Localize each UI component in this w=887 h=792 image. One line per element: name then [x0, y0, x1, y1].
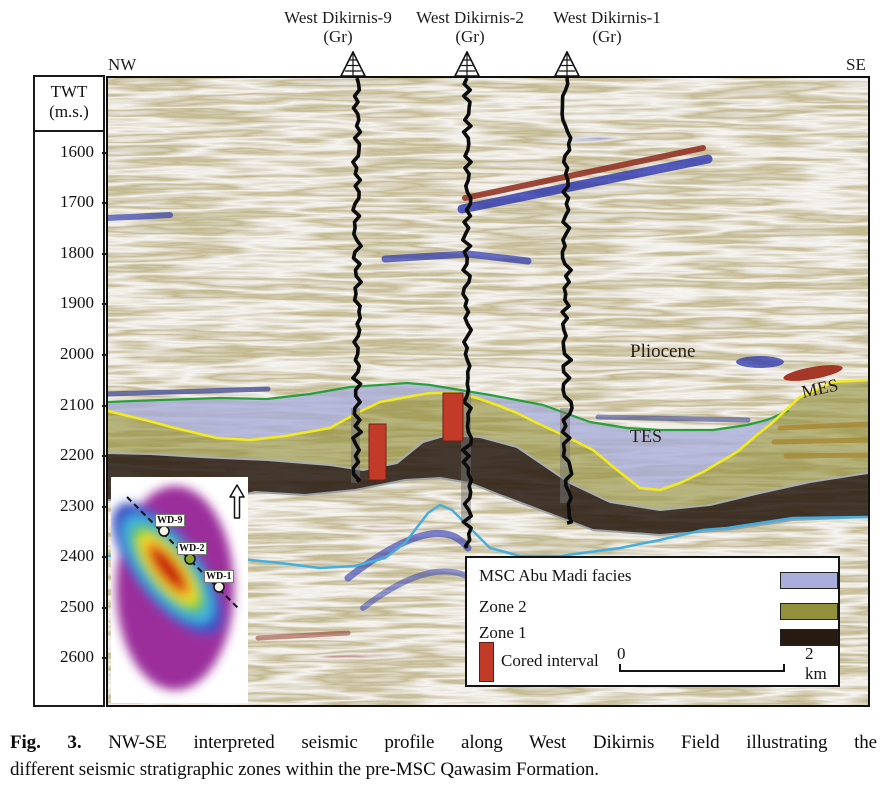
- scale-end: 2 km: [805, 644, 827, 683]
- caption-label: Fig. 3.: [10, 732, 82, 753]
- legend-item-zone2: Zone 2: [479, 597, 527, 616]
- derrick-icon: [552, 50, 582, 77]
- label-pliocene: Pliocene: [630, 341, 695, 362]
- well-marker-icon: [184, 553, 196, 565]
- inset-well-label-wd9: WD-9: [155, 514, 185, 527]
- inset-well-label-wd1: WD-1: [204, 570, 234, 583]
- scale-start: 0: [617, 644, 626, 663]
- label-tes: TES: [630, 426, 662, 446]
- cored-interval-swatch: [479, 642, 494, 682]
- axis-title: TWT (m.s.): [49, 82, 89, 122]
- twt-axis: TWT (m.s.) 1600 1700 1800 1900 2000 2100…: [33, 75, 109, 707]
- well-log-type: (Gr): [592, 27, 622, 47]
- well-header-wd2: West Dikirnis-2 (Gr): [390, 8, 550, 46]
- horizon-tes-green: [108, 381, 790, 432]
- direction-se: SE: [846, 55, 866, 74]
- well-header-wd9: West Dikirnis-9 (Gr): [258, 8, 418, 46]
- legend-swatch-zone2: [780, 603, 838, 620]
- axis-tick: 2400: [42, 546, 109, 566]
- zone-1: [108, 435, 868, 535]
- axis-tick: 1900: [42, 293, 109, 313]
- axis-tick: 1800: [42, 243, 109, 263]
- inset-map-image: [111, 477, 248, 703]
- axis-tick: 2500: [42, 597, 109, 617]
- axis-tick: 2200: [42, 445, 109, 465]
- scale-bar: [619, 664, 785, 672]
- axis-tick: 2600: [42, 647, 109, 667]
- well-name: West Dikirnis-1: [553, 8, 661, 27]
- legend-item-zone1: Zone 1: [479, 623, 527, 642]
- caption-line-1: Fig. 3. NW-SE interpreted seismic profil…: [10, 732, 878, 753]
- seismic-section: Pliocene MES TES: [106, 76, 870, 707]
- direction-nw: NW: [108, 55, 137, 74]
- legend-item-cored: Cored interval: [501, 651, 599, 670]
- derrick-icon: [452, 50, 482, 77]
- inset-location-map: WD-9 WD-2 WD-1: [111, 477, 248, 703]
- cored-interval-wd2: [442, 392, 464, 442]
- axis-divider: [35, 130, 103, 132]
- derrick-icon: [338, 50, 368, 77]
- figure-caption: Fig. 3. NW-SE interpreted seismic profil…: [10, 730, 877, 784]
- well-trace-wd9: [351, 78, 363, 484]
- axis-tick: 2000: [42, 344, 109, 364]
- well-name: West Dikirnis-2: [416, 8, 524, 27]
- inset-well-label-wd2: WD-2: [177, 542, 207, 555]
- well-log-type: (Gr): [455, 27, 485, 47]
- legend-swatch-msc: [780, 572, 838, 589]
- legend: MSC Abu Madi facies Zone 2 Zone 1 Cored …: [465, 556, 840, 687]
- north-arrow-icon: [229, 484, 245, 520]
- legend-item-msc: MSC Abu Madi facies: [479, 566, 632, 585]
- caption-line-2: different seismic stratigraphic zones wi…: [10, 758, 599, 780]
- well-name: West Dikirnis-9: [284, 8, 392, 27]
- zone-2: [108, 380, 868, 510]
- axis-tick: 1700: [42, 192, 109, 212]
- horizon-mes-yellow: [108, 378, 868, 492]
- axis-tick: 1600: [42, 142, 109, 162]
- axis-tick: 2300: [42, 496, 109, 516]
- cored-interval-wd9: [368, 423, 387, 481]
- zone-msc-abu-madi: [108, 383, 788, 490]
- well-trace-wd2: [460, 78, 474, 550]
- well-log-type: (Gr): [323, 27, 353, 47]
- north-label: N: [225, 466, 236, 481]
- well-marker-icon: [158, 525, 170, 537]
- well-header-wd1: West Dikirnis-1 (Gr): [527, 8, 687, 46]
- axis-tick: 2100: [42, 395, 109, 415]
- horizon-deep-blue: [108, 503, 868, 570]
- legend-swatch-zone1: [780, 629, 838, 646]
- well-marker-icon: [213, 581, 225, 593]
- well-trace-wd1: [560, 78, 574, 525]
